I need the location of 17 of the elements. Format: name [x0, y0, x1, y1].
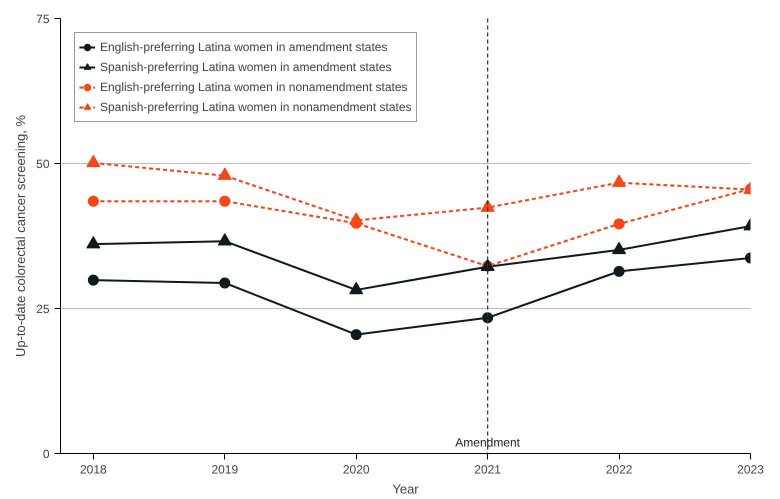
y-axis-title: Up-to-date colorectal cancer screening, % — [13, 114, 28, 358]
x-axis-title: Year — [392, 482, 420, 496]
y-tick-label: 0 — [42, 447, 50, 461]
legend-label: English-preferring Latina women in nonamendment states — [100, 80, 408, 94]
x-tick-label: 2021 — [474, 462, 502, 476]
y-tick-label: 75 — [36, 12, 50, 26]
legend-label: English-preferring Latina women in amendment states — [100, 40, 388, 54]
x-tick-label: 2023 — [737, 462, 764, 476]
x-tick-label: 2019 — [211, 462, 238, 476]
x-tick-label: 2020 — [342, 462, 370, 476]
ref-line-label: Amendment — [455, 436, 521, 450]
y-tick-label: 25 — [36, 302, 50, 316]
legend-label: Spanish-preferring Latina women in amendment states — [100, 60, 392, 74]
x-tick-label: 2018 — [80, 462, 108, 476]
legend-label: Spanish-preferring Latina women in nonamendment states — [100, 100, 412, 114]
y-tick-label: 50 — [36, 157, 50, 171]
x-tick-label: 2022 — [606, 462, 633, 476]
